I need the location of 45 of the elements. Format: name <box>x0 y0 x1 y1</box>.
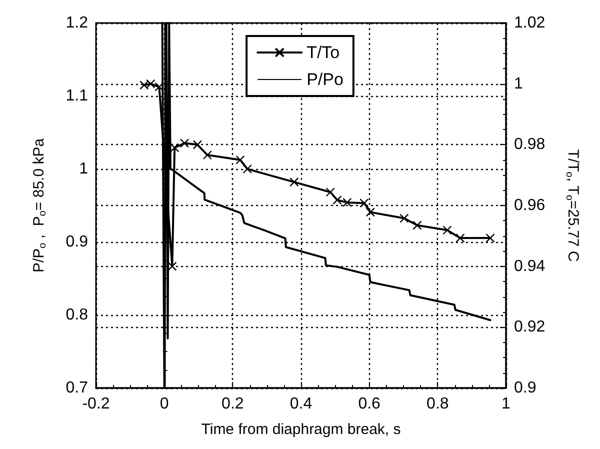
y-axis-title: P/Po , Po= 85.0 kPa <box>30 138 48 273</box>
point <box>326 188 335 197</box>
x-tick-label: 0.2 <box>222 396 244 412</box>
point <box>400 214 409 223</box>
y2-axis-title: T/To, To=25.77 C <box>564 149 582 262</box>
x-tick-label: 0.8 <box>426 396 449 412</box>
x-tick-label: 0.4 <box>290 396 312 412</box>
x-tick-label: 0 <box>160 396 169 412</box>
point <box>342 198 352 208</box>
y2-tick-label: 0.92 <box>514 318 546 336</box>
y-tick-label: 0.9 <box>66 234 88 250</box>
y2-tick-label: 0.94 <box>514 258 546 275</box>
y-tick-label: 1 <box>79 160 88 178</box>
point <box>332 195 342 205</box>
x-tick-label: -0.2 <box>82 396 110 412</box>
y2-tick-label: 0.9 <box>514 380 536 396</box>
point <box>442 226 452 235</box>
point <box>486 233 495 243</box>
point <box>202 150 212 160</box>
x-tick-label: 1 <box>502 396 511 412</box>
y-tick-label: 0.7 <box>66 380 88 396</box>
point <box>412 220 422 230</box>
x-axis-title: Time from diaphragm break, s <box>201 421 401 438</box>
legend-label: P/Po <box>306 70 344 89</box>
point <box>242 164 252 174</box>
y2-tick-label: 0.96 <box>514 197 546 214</box>
y-tick-label: 0.8 <box>66 306 88 324</box>
y2-tick-label: 1 <box>514 75 523 92</box>
point <box>140 80 149 90</box>
point <box>180 138 190 148</box>
point <box>170 143 180 152</box>
y2-tick-label: 1.02 <box>514 14 546 32</box>
legend-label: T/To <box>306 43 340 62</box>
point <box>360 198 369 208</box>
point <box>236 155 245 164</box>
x-tick-label: 0.6 <box>358 396 381 412</box>
y2-tick-label: 0.98 <box>514 136 546 154</box>
point <box>154 82 164 92</box>
point <box>456 233 465 243</box>
y-tick-label: 1.1 <box>66 88 88 104</box>
point <box>146 79 156 88</box>
point <box>290 177 299 187</box>
y-tick-label: 1.2 <box>66 14 88 32</box>
point <box>192 140 202 150</box>
point <box>366 208 375 217</box>
